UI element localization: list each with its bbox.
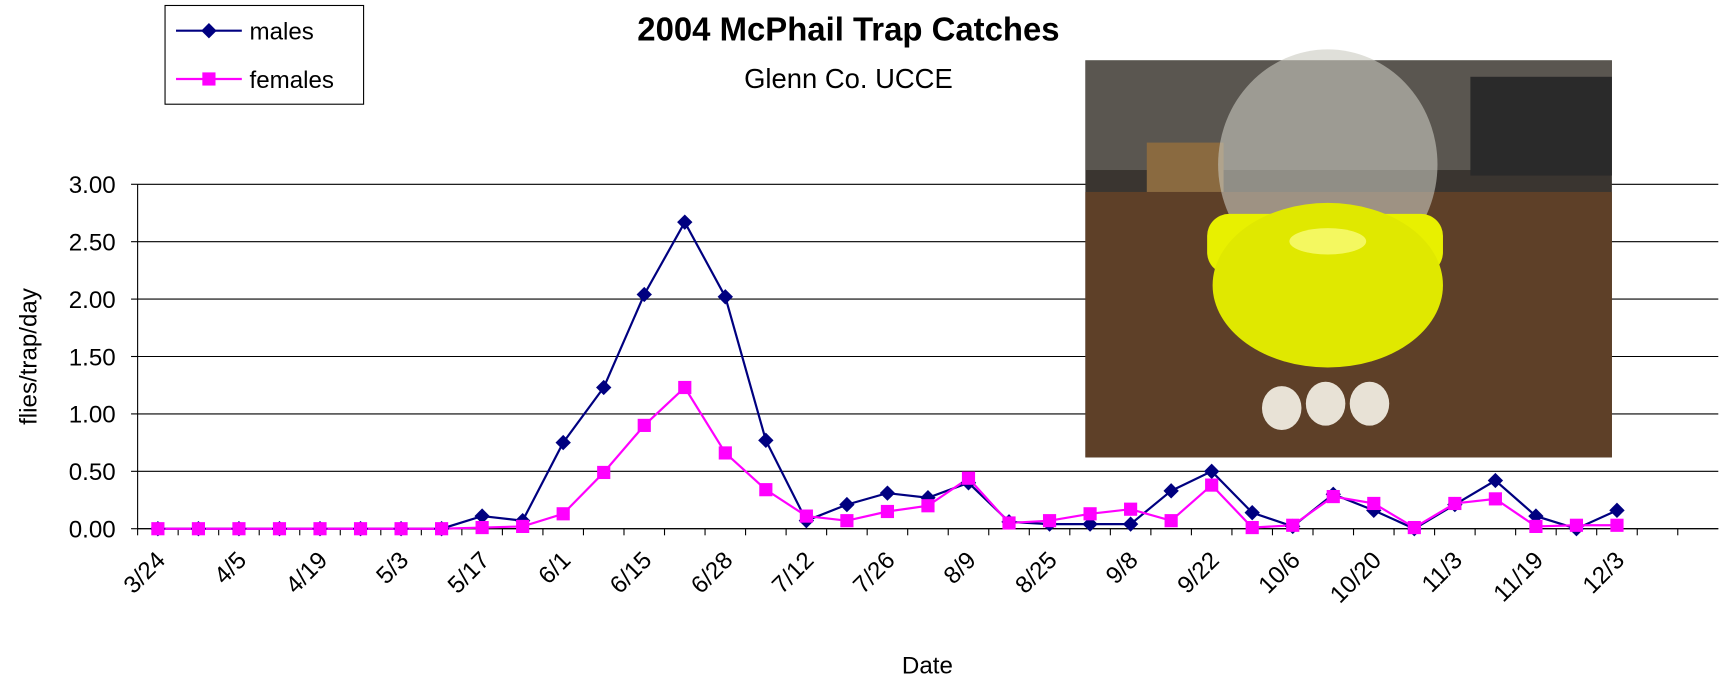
marker xyxy=(313,522,326,535)
marker xyxy=(435,522,448,535)
y-tick-label: 2.00 xyxy=(69,287,116,314)
x-tick-label: 10/20 xyxy=(1325,547,1387,609)
x-tick-label: 9/22 xyxy=(1172,547,1224,599)
marker xyxy=(394,522,407,535)
x-tick-label: 10/6 xyxy=(1253,547,1305,599)
marker xyxy=(557,507,570,520)
x-tick-label: 6/15 xyxy=(605,547,657,599)
marker xyxy=(1327,490,1340,503)
marker xyxy=(202,72,215,85)
marker xyxy=(718,289,733,304)
marker xyxy=(1084,507,1097,520)
marker xyxy=(1246,521,1259,534)
x-tick-label: 8/9 xyxy=(939,547,982,590)
x-tick-label: 4/19 xyxy=(281,547,333,599)
y-tick-label: 0.50 xyxy=(69,459,116,486)
x-tick-label: 7/26 xyxy=(848,547,900,599)
x-axis-label: Date xyxy=(902,653,953,679)
marker xyxy=(597,466,610,479)
marker xyxy=(1610,519,1623,532)
marker xyxy=(1165,514,1178,527)
marker xyxy=(1408,521,1421,534)
x-tick-label: 6/1 xyxy=(533,547,576,590)
marker xyxy=(840,514,853,527)
marker xyxy=(1367,497,1380,510)
chart-subtitle: Glenn Co. UCCE xyxy=(744,63,953,94)
marker xyxy=(880,485,895,500)
marker xyxy=(1489,492,1502,505)
legend-label: females xyxy=(250,67,334,94)
marker xyxy=(759,483,772,496)
marker xyxy=(1124,503,1137,516)
y-axis-label: flies/trap/day xyxy=(16,287,43,425)
x-tick-label: 3/24 xyxy=(119,547,171,599)
marker xyxy=(232,522,245,535)
marker xyxy=(192,522,205,535)
marker xyxy=(800,510,813,523)
photo xyxy=(1085,49,1612,457)
x-tick-label: 11/3 xyxy=(1417,547,1468,598)
marker xyxy=(719,446,732,459)
x-tick-label: 11/19 xyxy=(1488,547,1549,608)
marker xyxy=(637,287,652,302)
marker xyxy=(677,214,692,229)
x-tick-label: 9/8 xyxy=(1101,547,1144,590)
marker xyxy=(839,497,854,512)
x-tick-label: 7/12 xyxy=(767,547,819,599)
marker xyxy=(1043,514,1056,527)
marker xyxy=(921,499,934,512)
x-tick-label: 5/17 xyxy=(443,547,495,599)
chart-title: 2004 McPhail Trap Catches xyxy=(637,11,1059,48)
x-tick-label: 5/3 xyxy=(371,547,414,590)
x-tick-label: 8/25 xyxy=(1010,547,1062,599)
x-tick-label: 4/5 xyxy=(209,547,252,590)
y-tick-label: 1.50 xyxy=(69,344,116,371)
marker xyxy=(556,435,571,450)
marker xyxy=(273,522,286,535)
marker xyxy=(638,419,651,432)
marker xyxy=(1448,497,1461,510)
marker xyxy=(354,522,367,535)
marker xyxy=(516,520,529,533)
marker xyxy=(151,522,164,535)
page: {"chart_data": {"type": "line", "title":… xyxy=(0,0,1721,679)
legend: males females xyxy=(165,5,364,104)
marker xyxy=(596,380,611,395)
marker xyxy=(1609,503,1624,518)
chart: 0.00 0.50 1.00 1.50 2.00 2.50 3.00 3/24 4/5 4/19 5… xyxy=(0,0,1721,679)
y-tick-label: 3.00 xyxy=(69,172,116,199)
marker xyxy=(881,505,894,518)
marker xyxy=(1570,519,1583,532)
x-tick-label: 12/3 xyxy=(1578,547,1630,599)
y-tick-label: 1.00 xyxy=(69,402,116,429)
y-tick-label: 2.50 xyxy=(69,229,116,256)
x-tick-label: 6/28 xyxy=(686,547,738,599)
marker xyxy=(1205,479,1218,492)
y-tick-label: 0.00 xyxy=(69,516,116,543)
marker xyxy=(1002,516,1015,529)
legend-label: males xyxy=(250,18,314,45)
marker xyxy=(758,433,773,448)
marker xyxy=(678,381,691,394)
marker xyxy=(1286,519,1299,532)
marker xyxy=(962,472,975,485)
marker xyxy=(476,521,489,534)
marker xyxy=(1529,520,1542,533)
